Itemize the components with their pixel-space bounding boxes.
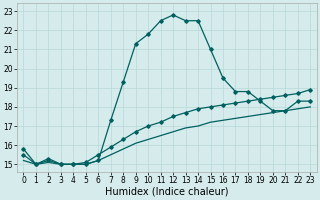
X-axis label: Humidex (Indice chaleur): Humidex (Indice chaleur)	[105, 187, 229, 197]
